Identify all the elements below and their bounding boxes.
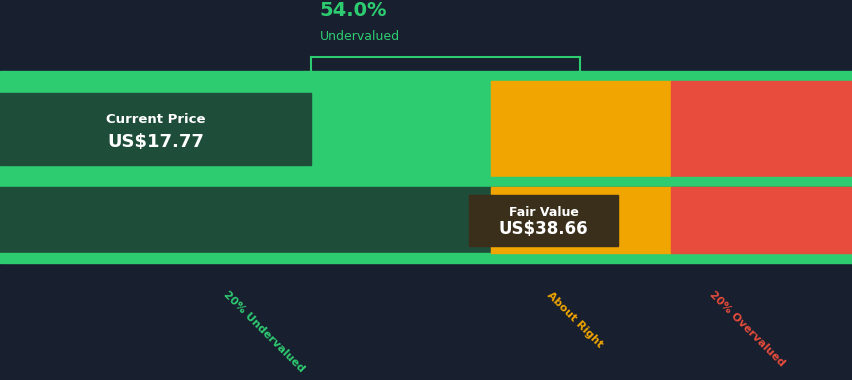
Text: Fair Value: Fair Value (508, 206, 578, 219)
Text: 20% Overvalued: 20% Overvalued (707, 290, 786, 369)
Bar (469, 195, 618, 246)
Bar (0, 71, 852, 81)
Text: 54.0%: 54.0% (320, 1, 387, 20)
Bar (0, 93, 311, 165)
Bar (0, 187, 852, 253)
Bar (671, 187, 852, 253)
Bar (491, 187, 671, 253)
Text: 20% Undervalued: 20% Undervalued (221, 290, 306, 374)
Bar (491, 81, 671, 177)
Bar (0, 177, 852, 187)
Text: Current Price: Current Price (106, 112, 205, 125)
Bar (0, 253, 852, 263)
Bar (671, 81, 852, 177)
Bar (0, 81, 491, 177)
Text: Undervalued: Undervalued (320, 30, 400, 43)
Text: About Right: About Right (544, 290, 604, 349)
Text: US$17.77: US$17.77 (107, 133, 204, 150)
Text: US$38.66: US$38.66 (498, 220, 588, 238)
